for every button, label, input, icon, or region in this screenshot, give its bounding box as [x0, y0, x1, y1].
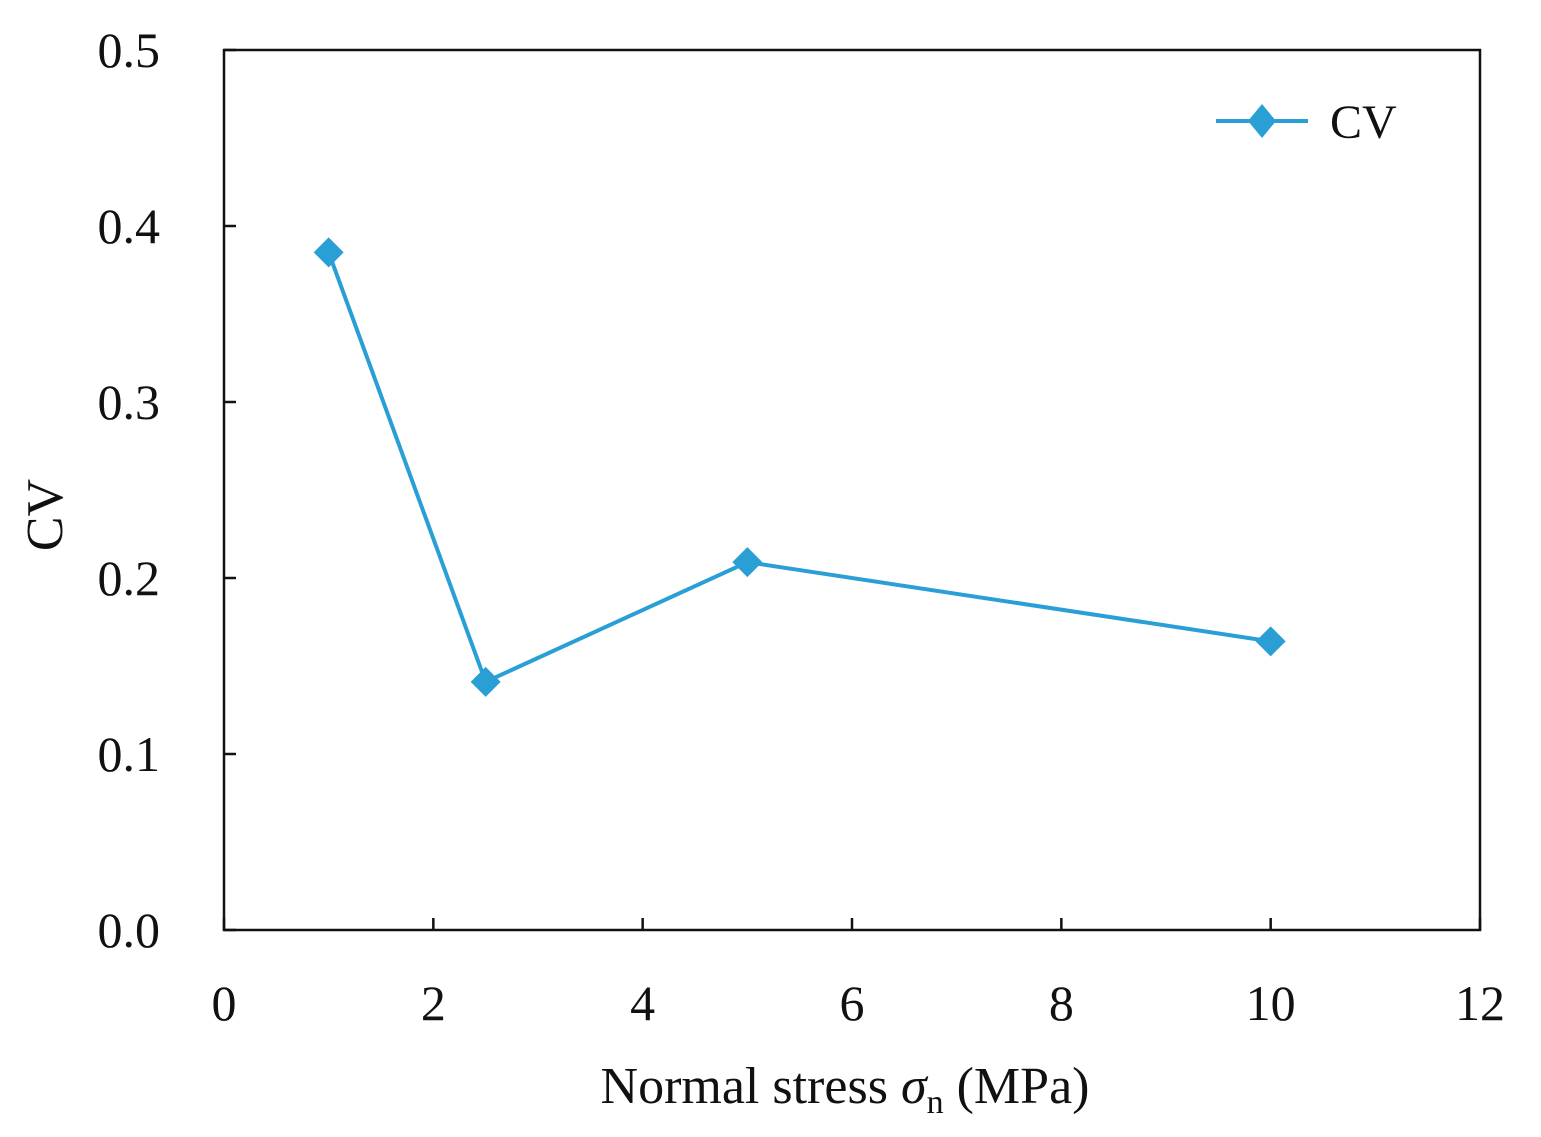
y-ticks: 0.0 0.1 0.2 0.3 0.4 0.5 [98, 22, 236, 958]
x-tick-label: 4 [630, 975, 655, 1031]
x-axis-title-prefix: Normal stress [601, 1058, 901, 1115]
y-tick-label: 0.5 [98, 22, 161, 78]
legend-label: CV [1330, 96, 1397, 149]
x-tick-label: 10 [1246, 975, 1296, 1031]
legend-marker [1248, 104, 1276, 138]
series-layer [313, 237, 1286, 697]
y-tick-label: 0.4 [98, 198, 161, 254]
y-tick-label: 0.1 [98, 726, 161, 782]
x-ticks: 0 2 4 6 8 10 12 [212, 918, 1505, 1031]
x-axis-title-subscript: n [927, 1084, 944, 1121]
y-tick-label: 0.3 [98, 374, 161, 430]
x-axis-title: Normal stress σn (MPa) [601, 1058, 1090, 1121]
x-axis-title-suffix: (MPa) [944, 1058, 1090, 1115]
x-tick-label: 6 [840, 975, 865, 1031]
x-tick-label: 2 [421, 975, 446, 1031]
data-point-marker [313, 237, 344, 268]
x-tick-label: 0 [212, 975, 237, 1031]
y-tick-label: 0.0 [98, 902, 161, 958]
data-point-marker [470, 666, 501, 697]
x-axis-title-symbol: σ [901, 1058, 929, 1115]
series-line [326, 251, 1271, 684]
legend: CV [1216, 96, 1397, 149]
data-point-marker [732, 547, 763, 578]
y-axis-title: CV [17, 479, 74, 551]
x-tick-label: 8 [1049, 975, 1074, 1031]
y-tick-label: 0.2 [98, 550, 161, 606]
plot-frame [222, 48, 1482, 932]
data-point-marker [1255, 626, 1286, 657]
x-tick-label: 12 [1455, 975, 1505, 1031]
